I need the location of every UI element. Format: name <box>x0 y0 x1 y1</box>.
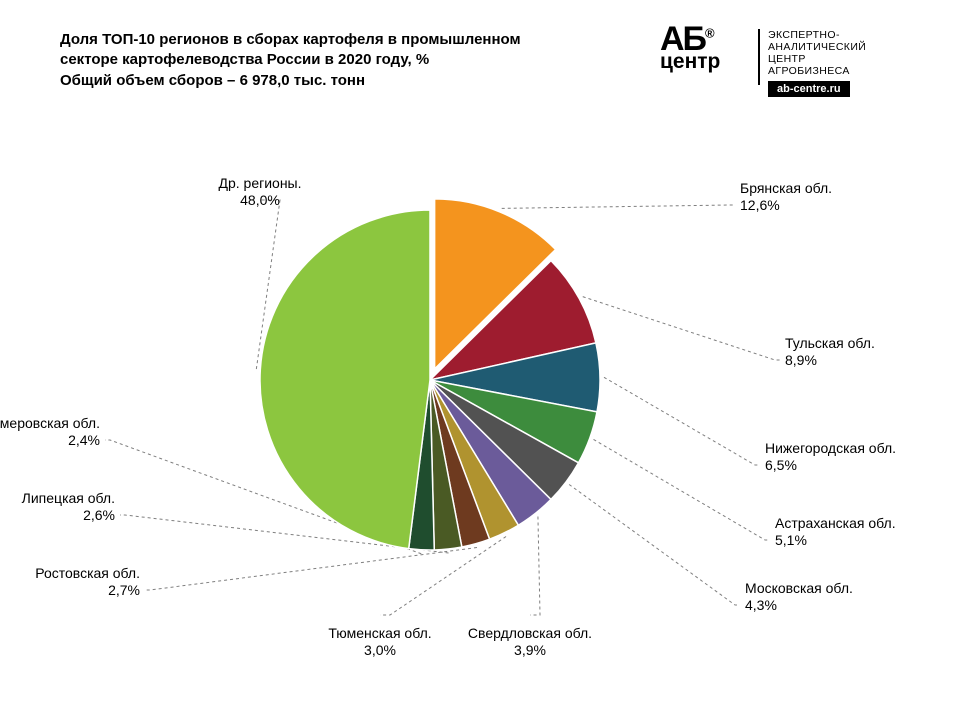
slice-label: Астраханская обл.5,1% <box>775 515 896 549</box>
slice-label: Свердловская обл.3,9% <box>460 625 600 659</box>
pie-slice <box>260 210 430 549</box>
leader-line <box>502 205 735 208</box>
slice-label: Тюменская обл.3,0% <box>310 625 450 659</box>
slice-label: Нижегородская обл.6,5% <box>765 440 896 474</box>
leader-line <box>583 297 780 360</box>
slice-label: Др. регионы.48,0% <box>190 175 330 209</box>
page: Доля ТОП-10 регионов в сборах картофеля … <box>0 0 960 720</box>
leader-line <box>145 548 477 590</box>
leader-line <box>569 484 740 605</box>
slice-label: Московская обл.4,3% <box>745 580 853 614</box>
leader-line <box>530 516 540 615</box>
slice-label: Брянская обл.12,6% <box>740 180 832 214</box>
leader-line <box>594 439 770 540</box>
slice-label: Кемеровская обл.2,4% <box>0 415 100 449</box>
leader-line <box>604 377 760 465</box>
slice-label: Липецкая обл.2,6% <box>22 490 115 524</box>
slice-label: Тульская обл.8,9% <box>785 335 875 369</box>
slice-label: Ростовская обл.2,7% <box>35 565 140 599</box>
